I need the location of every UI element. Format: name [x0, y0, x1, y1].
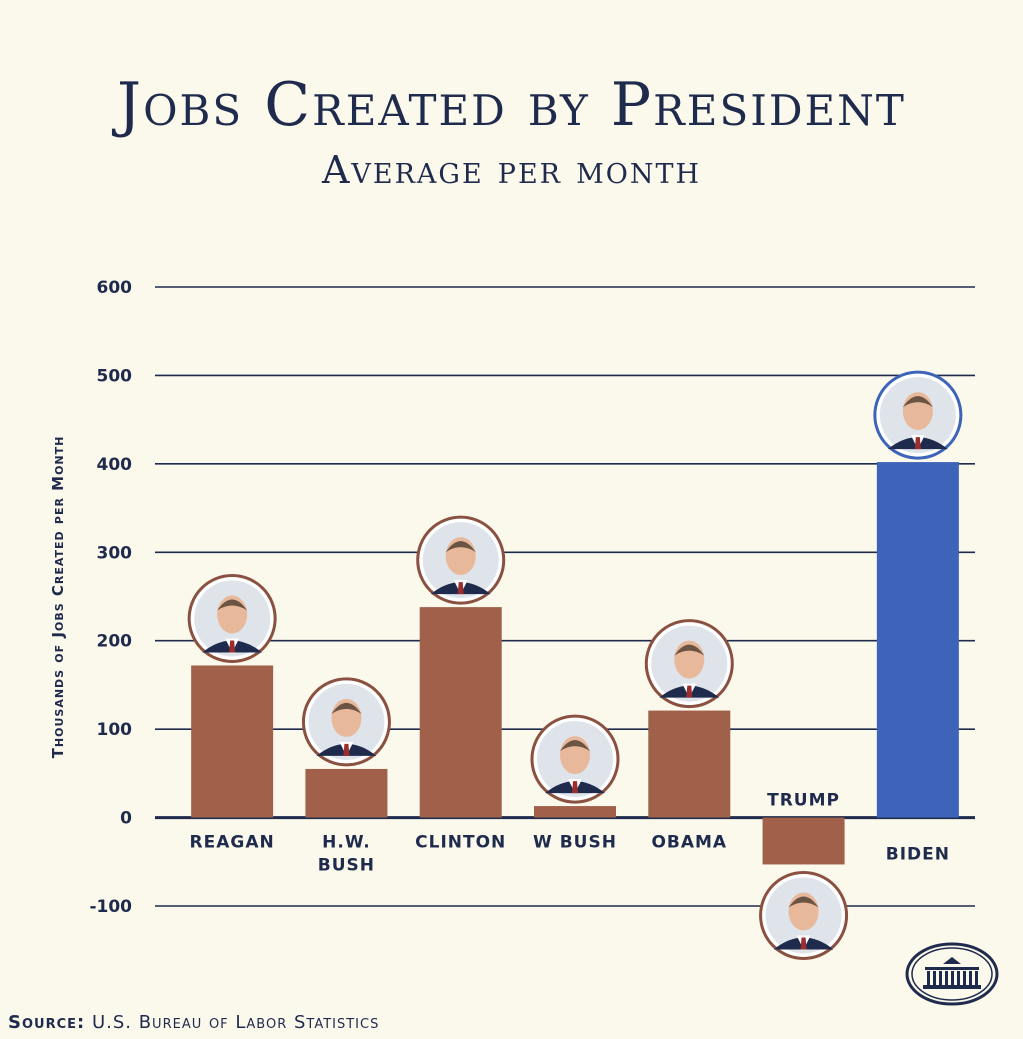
- y-tick-label: 600: [97, 278, 133, 298]
- chart-subtitle: Average per month: [321, 148, 702, 192]
- category-label: H.W.: [322, 833, 371, 853]
- source-note: Source: U.S. Bureau of Labor Statistics: [8, 1012, 379, 1033]
- portrait-icon: [187, 573, 277, 663]
- bar: [419, 607, 502, 818]
- category-label: W BUSH: [533, 833, 617, 853]
- chart-title: Jobs Created by President: [117, 70, 906, 140]
- bar: [762, 817, 845, 865]
- category-label: BIDEN: [886, 845, 950, 865]
- bar: [876, 462, 959, 818]
- source-text: U.S. Bureau of Labor Statistics: [91, 1012, 380, 1033]
- y-tick-label: 400: [97, 455, 133, 475]
- source-prefix: Source:: [8, 1012, 86, 1033]
- category-label: OBAMA: [651, 833, 727, 853]
- y-tick-label: 300: [97, 543, 133, 563]
- bar: [534, 806, 616, 818]
- category-label: BUSH: [318, 856, 375, 876]
- white-house-seal-icon: [905, 942, 999, 1006]
- y-tick-label: 500: [97, 366, 133, 386]
- portrait-icon: [416, 515, 506, 605]
- bar: [648, 710, 731, 818]
- portrait-icon: [873, 370, 963, 460]
- bar: [305, 768, 388, 818]
- category-label: REAGAN: [190, 833, 275, 853]
- portrait-icon: [759, 870, 849, 960]
- bar: [191, 665, 274, 818]
- portrait-icon: [301, 677, 391, 767]
- y-tick-label: 0: [120, 809, 132, 829]
- bar-chart: 600 500 400 300 200 100 0 -100 Thousands of Jobs…: [49, 278, 975, 960]
- category-label: CLINTON: [415, 833, 506, 853]
- portrait-icon: [530, 714, 620, 804]
- y-tick-label: 200: [97, 632, 133, 652]
- portrait-icon: [644, 619, 734, 709]
- y-axis-label: Thousands of Jobs Created per Month: [49, 436, 67, 759]
- y-tick-label: -100: [89, 897, 132, 917]
- y-tick-label: 100: [97, 720, 133, 740]
- category-label: TRUMP: [767, 791, 840, 811]
